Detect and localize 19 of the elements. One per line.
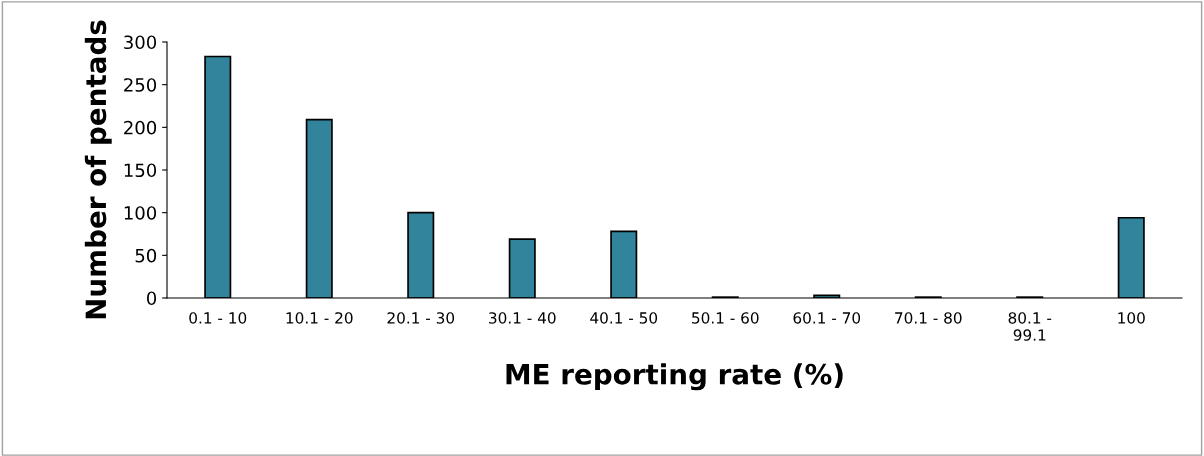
x-tick-label: 30.1 - 40 [489,312,556,324]
y-tick-label: 250 [124,78,157,92]
y-axis-title: Number of pentads [84,20,112,319]
x-tick-label: 60.1 - 70 [793,312,861,324]
y-tick-label: 100 [124,206,157,220]
x-tick-label: 20.1 - 30 [387,312,455,324]
y-tick-label: 0 [146,291,157,306]
y-tick-label: 200 [124,120,157,135]
x-tick-label: 0.1 - 10 [189,312,247,324]
y-tick-label: 300 [124,35,157,50]
y-tick-label: 50 [135,248,157,263]
x-tick-label: 70.1 - 80 [895,312,962,324]
x-tick-label: 10.1 - 20 [286,312,353,324]
x-tick-label: 100 [1118,312,1145,324]
x-tick-label: 40.1 - 50 [590,312,658,324]
y-tick-label: 150 [124,163,157,178]
x-tick-label: 80.1 - 99.1 [1008,312,1052,341]
x-tick-label: 50.1 - 60 [692,312,759,324]
x-axis-title: ME reporting rate (%) [506,363,843,391]
